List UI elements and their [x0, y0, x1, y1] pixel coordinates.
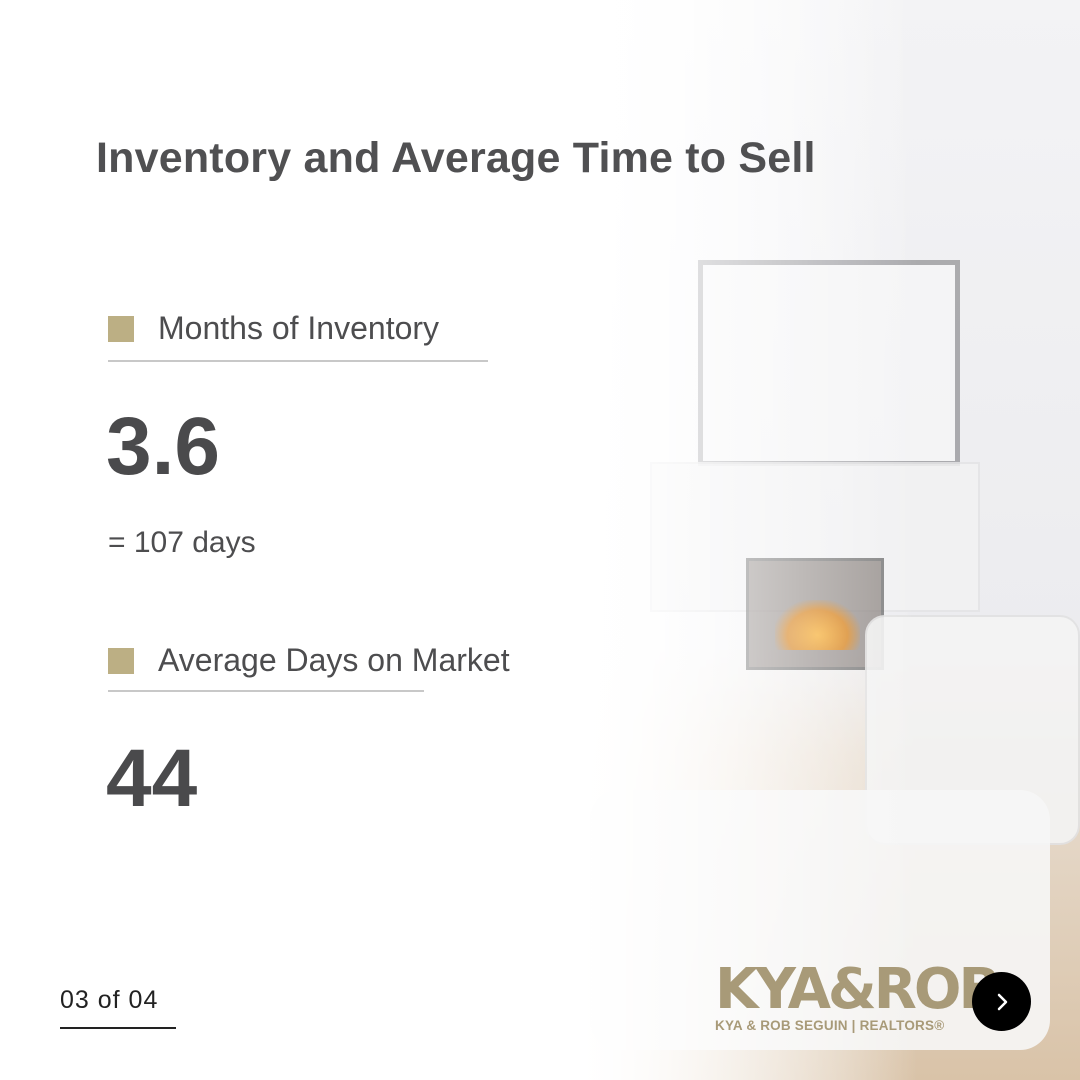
stat-value-months-inventory: 3.6 — [106, 401, 220, 492]
page-indicator-underline — [60, 1027, 176, 1029]
stat-label-months-inventory: Months of Inventory — [108, 310, 439, 347]
page-title: Inventory and Average Time to Sell — [96, 134, 816, 182]
stat-label-text: Months of Inventory — [158, 310, 440, 346]
square-bullet-icon — [108, 647, 134, 674]
divider — [108, 690, 424, 692]
square-bullet-icon — [108, 315, 134, 342]
stat-value-days-on-market: 44 — [106, 733, 198, 824]
stat-note-days: = 107 days — [108, 526, 256, 559]
logo-wordmark: KYA&ROB — [715, 957, 1001, 1022]
stat-label-text: Average Days on Market — [158, 642, 510, 678]
next-button[interactable] — [972, 972, 1031, 1031]
chevron-right-icon — [997, 993, 1007, 1010]
page-indicator: 03 of 04 — [60, 986, 159, 1014]
logo-tagline: KYA & ROB SEGUIN | REALTORS® — [715, 1018, 945, 1033]
brand-logo: KYA&ROB KYA & ROB SEGUIN | REALTORS® — [715, 957, 1001, 1034]
stat-label-days-on-market: Average Days on Market — [108, 642, 510, 679]
divider — [108, 360, 488, 362]
